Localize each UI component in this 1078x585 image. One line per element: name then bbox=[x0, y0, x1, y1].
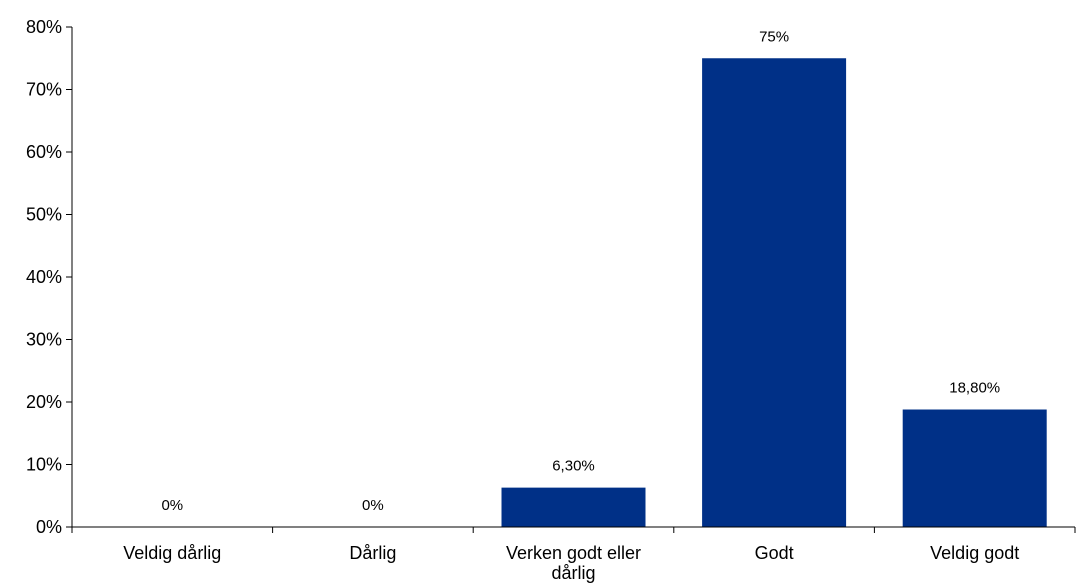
y-tick-label: 40% bbox=[26, 267, 62, 287]
x-category-label: Verken godt eller dårlig bbox=[506, 543, 641, 583]
x-category-label: Godt bbox=[755, 543, 794, 563]
bar-value-label: 0% bbox=[161, 497, 183, 514]
y-tick-label: 50% bbox=[26, 205, 62, 225]
x-category-label: Veldig godt bbox=[930, 543, 1019, 563]
bar-value-label: 6,30% bbox=[552, 458, 595, 475]
bars bbox=[501, 58, 1047, 527]
x-category-label-line: Veldig godt bbox=[930, 543, 1019, 563]
bar bbox=[902, 409, 1047, 527]
bar bbox=[501, 487, 646, 527]
bar-value-label: 18,80% bbox=[949, 380, 1000, 397]
x-category-label-line: dårlig bbox=[551, 563, 595, 583]
y-tick-label: 80% bbox=[26, 17, 62, 37]
y-tick-label: 20% bbox=[26, 392, 62, 412]
x-axis-ticks bbox=[71, 527, 1076, 533]
x-category-label-line: Godt bbox=[755, 543, 794, 563]
x-category-label: Dårlig bbox=[349, 543, 396, 563]
y-tick-label: 30% bbox=[26, 330, 62, 350]
y-tick-label: 10% bbox=[26, 455, 62, 475]
y-tick-label: 60% bbox=[26, 142, 62, 162]
bar-value-label: 0% bbox=[362, 497, 384, 514]
axes bbox=[71, 27, 1075, 528]
data-labels: 0% 0% 6,30% 75% 18,80% bbox=[161, 28, 1000, 514]
y-tick-label: 0% bbox=[36, 517, 62, 537]
y-axis-ticks: 0% 10% 20% 30% 40% 50% 60% 70% 80% bbox=[26, 17, 72, 537]
x-axis-category-labels: Veldig dårlig Dårlig Verken godt eller dårl… bbox=[123, 543, 1019, 583]
x-category-label: Veldig dårlig bbox=[123, 543, 221, 563]
x-category-label-line: Dårlig bbox=[349, 543, 396, 563]
bar-value-label: 75% bbox=[759, 28, 789, 45]
y-tick-label: 70% bbox=[26, 80, 62, 100]
x-category-label-line: Veldig dårlig bbox=[123, 543, 221, 563]
x-category-label-line: Verken godt eller bbox=[506, 543, 641, 563]
bar bbox=[702, 58, 847, 527]
